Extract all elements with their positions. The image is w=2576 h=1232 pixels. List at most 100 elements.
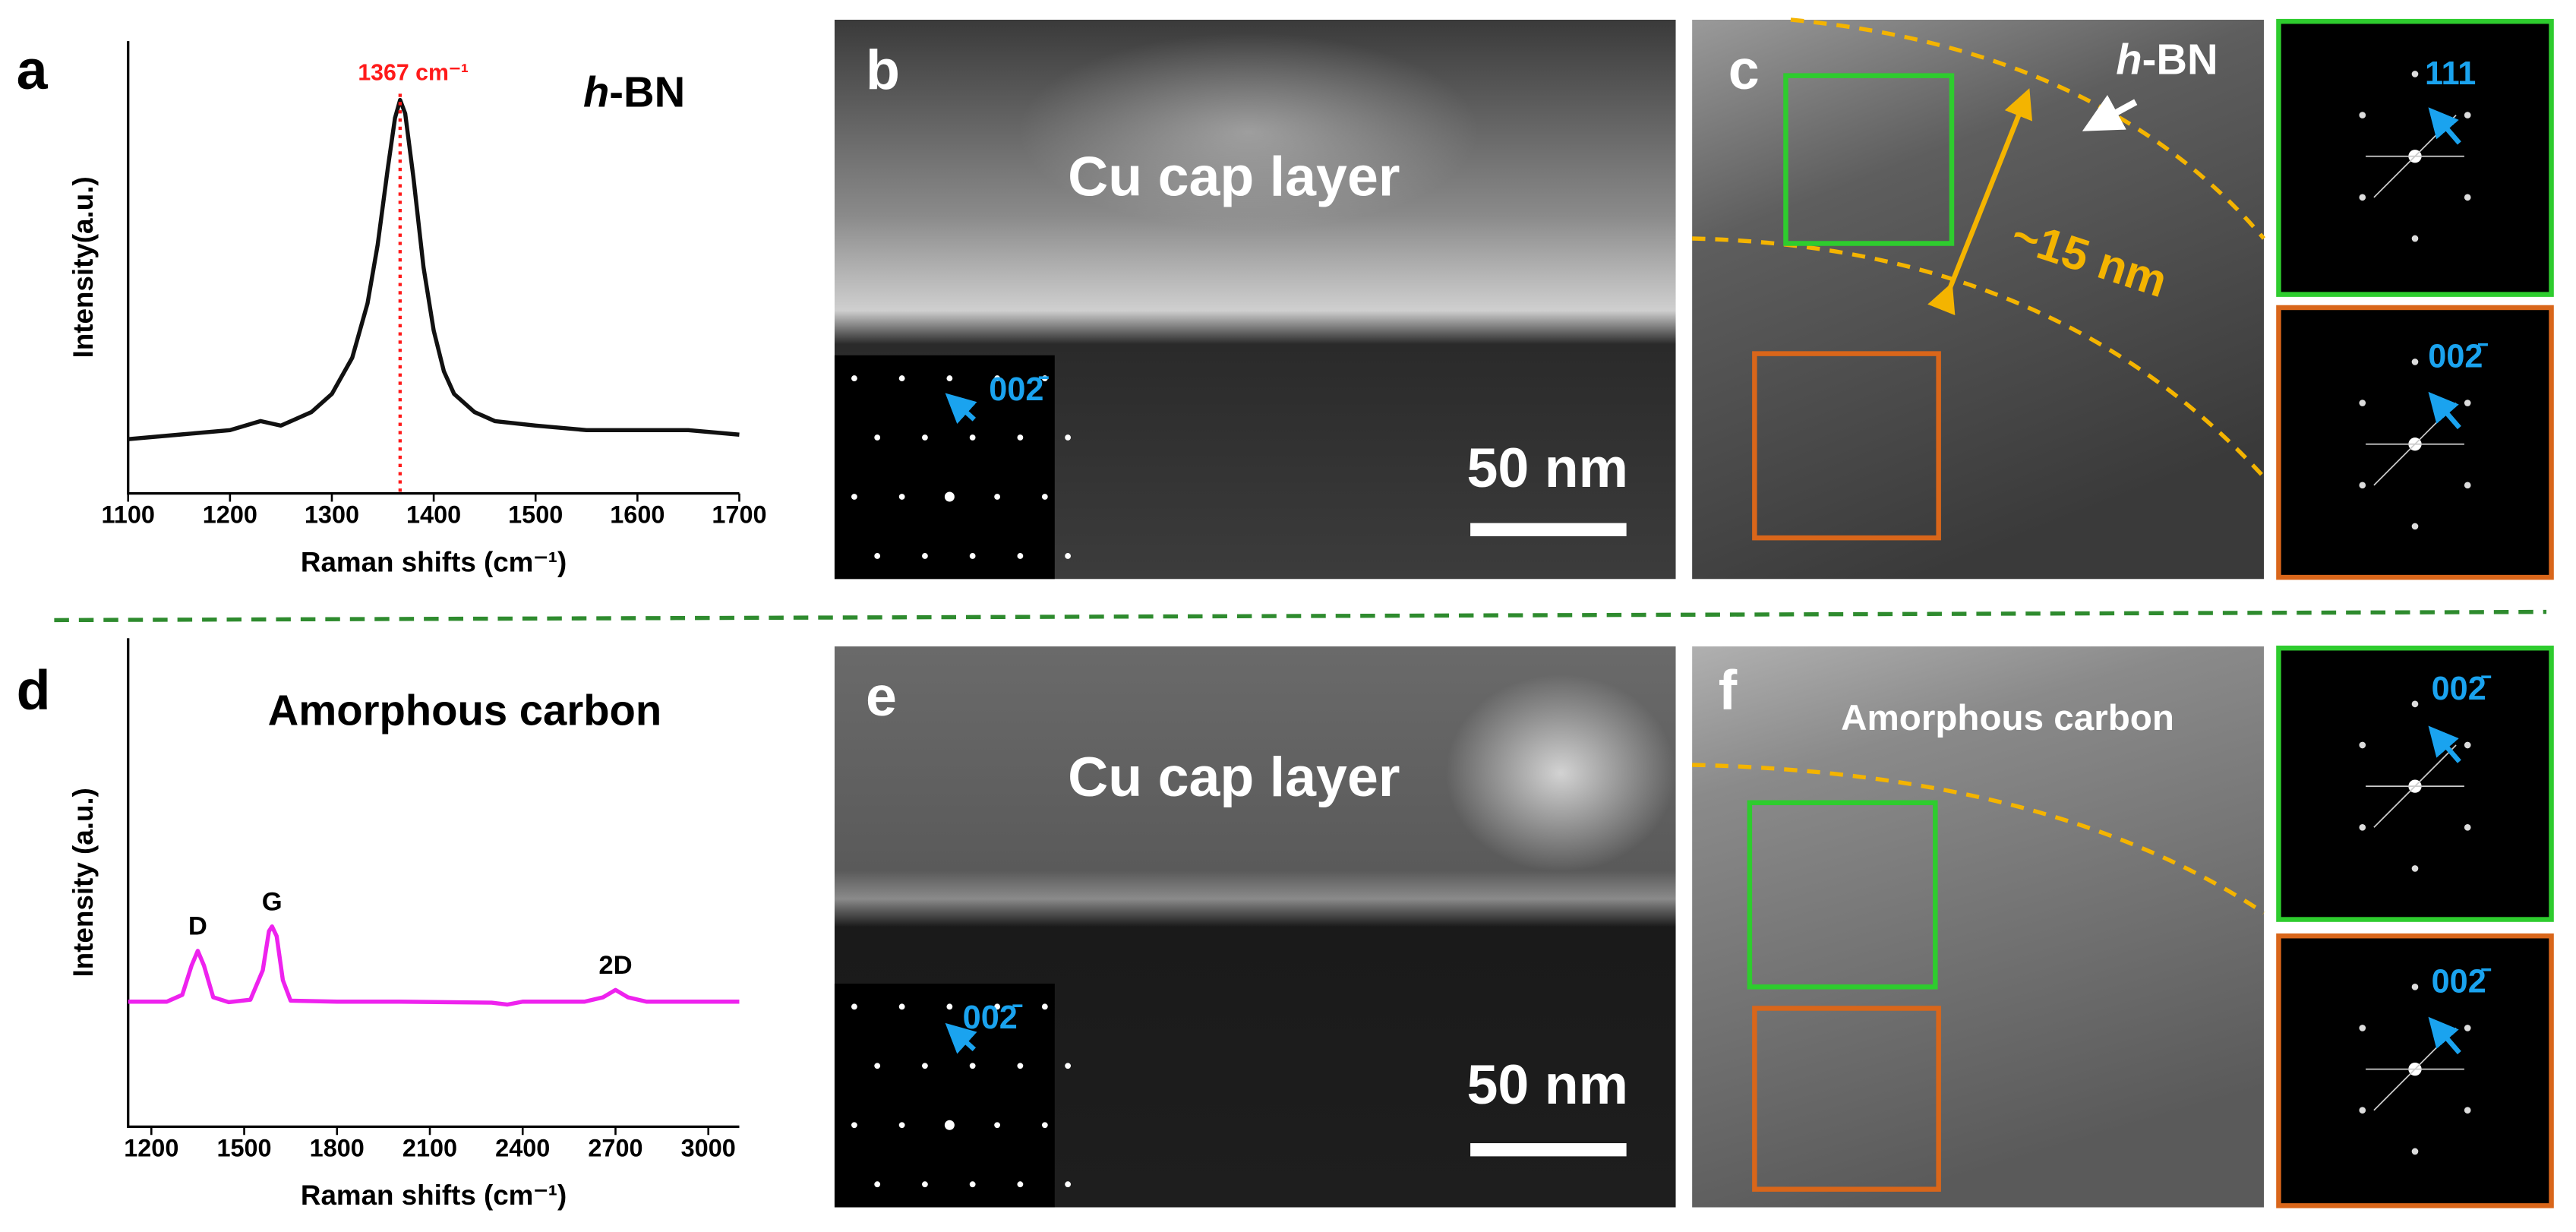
spot <box>1017 1063 1024 1069</box>
spot <box>994 1122 1000 1129</box>
panel-label: c <box>1728 38 1760 101</box>
spot <box>2359 741 2366 749</box>
spot <box>851 375 857 381</box>
panel-label: f <box>1719 658 1738 721</box>
spot <box>1017 1181 1024 1188</box>
layer-label: Cu cap layer <box>1068 745 1400 808</box>
spot <box>2464 482 2471 489</box>
spot <box>898 1003 905 1010</box>
spot <box>994 1003 1000 1010</box>
bright-region <box>1018 33 1479 231</box>
fft-c: 111 002̄ <box>2276 18 2554 580</box>
x-tick-label: 3000 <box>681 1134 736 1161</box>
spot <box>2411 984 2419 990</box>
arrow <box>2082 94 2138 131</box>
spot <box>922 434 928 441</box>
hrtem-image <box>1692 646 2264 1208</box>
saed-label: 002̄ <box>989 371 1049 408</box>
hrtem-image <box>1692 19 2264 580</box>
x-tick-label: 1500 <box>216 1134 271 1161</box>
fft-f: 002̄ 002̄ <box>2276 645 2554 1208</box>
panel-label: d <box>17 658 51 721</box>
spot <box>2411 523 2419 530</box>
saed-inset <box>834 984 1055 1208</box>
material-label: h-BN <box>2116 35 2218 83</box>
x-tick-label: 1200 <box>124 1134 178 1161</box>
panel-f: Amorphous carbon f <box>1692 646 2265 1208</box>
x-tick-label: 1600 <box>610 501 665 529</box>
spot <box>2411 359 2419 365</box>
x-tick-label: 2100 <box>402 1134 457 1161</box>
x-axis-label: Raman shifts (cm⁻¹) <box>301 1180 567 1211</box>
fft-label: 002̄ <box>2432 671 2492 707</box>
arrow <box>2428 725 2461 763</box>
panel-b: 002̄ Cu cap layer 50 nm b <box>834 19 1676 580</box>
x-axis-label: Raman shifts (cm⁻¹) <box>301 546 567 577</box>
spot <box>1017 553 1024 559</box>
spot <box>874 1063 881 1069</box>
spectrum-line <box>128 924 740 1007</box>
spot <box>1065 1181 1072 1188</box>
spot <box>2464 741 2471 749</box>
spot <box>1041 1003 1048 1010</box>
panel-label: b <box>866 38 900 101</box>
spot <box>1065 1063 1072 1069</box>
spot <box>969 434 976 441</box>
spot <box>2411 235 2419 242</box>
spot <box>2411 865 2419 872</box>
spot <box>922 1063 928 1069</box>
annotation-text: -BN <box>609 68 685 115</box>
thickness-arrow <box>1927 88 2033 316</box>
region-label: Amorphous carbon <box>1841 698 2174 738</box>
spot <box>2464 1025 2471 1031</box>
roi-box <box>1783 73 1955 246</box>
spot <box>2359 823 2366 831</box>
annotation: h-BN <box>583 68 685 115</box>
boundary <box>1692 763 2265 915</box>
spot <box>969 1063 976 1069</box>
x-tick-label: 1300 <box>305 501 359 529</box>
spot <box>851 1003 857 1010</box>
y-axis-label: Intensity(a.u.) <box>68 176 99 358</box>
spot <box>1017 434 1024 441</box>
x-tick-label: 2700 <box>588 1134 642 1161</box>
spot <box>2359 1107 2366 1114</box>
annotation-italic: h <box>583 68 609 115</box>
arrow <box>945 393 977 425</box>
spot <box>2359 482 2366 489</box>
panel-label: e <box>866 665 897 728</box>
reference-label: 1367 cm⁻¹ <box>358 60 469 85</box>
roi-box <box>1747 800 1938 990</box>
fft-label: 002̄ <box>2428 339 2488 375</box>
spot <box>969 1181 976 1188</box>
spot <box>2464 112 2471 118</box>
arrow <box>2428 1016 2461 1055</box>
spectrum-line <box>128 97 740 441</box>
panel-e: 002̄ Cu cap layer 50 nm e <box>834 646 1676 1208</box>
spot <box>969 553 976 559</box>
spot <box>946 1003 953 1010</box>
fft-label: 111 <box>2425 55 2476 92</box>
spot <box>1065 434 1072 441</box>
saed-pattern <box>851 1003 1072 1188</box>
streak <box>2373 744 2457 828</box>
spot <box>944 491 955 502</box>
axis <box>127 638 740 1129</box>
spot <box>851 494 857 500</box>
spot <box>2464 400 2471 406</box>
spot <box>922 553 928 559</box>
scale-label: 50 nm <box>1467 436 1629 499</box>
spot <box>994 494 1000 500</box>
spot <box>1041 375 1048 381</box>
spot <box>2411 700 2419 708</box>
x-tick-label: 1800 <box>310 1134 365 1161</box>
spot <box>874 1181 881 1188</box>
boundary <box>1790 17 2266 240</box>
spot <box>2359 194 2366 201</box>
spot <box>2359 400 2366 406</box>
x-tick-label: 1500 <box>508 501 563 529</box>
saed-pattern <box>851 375 1072 559</box>
saed-inset <box>834 355 1055 580</box>
roi-box <box>1752 1006 1941 1192</box>
